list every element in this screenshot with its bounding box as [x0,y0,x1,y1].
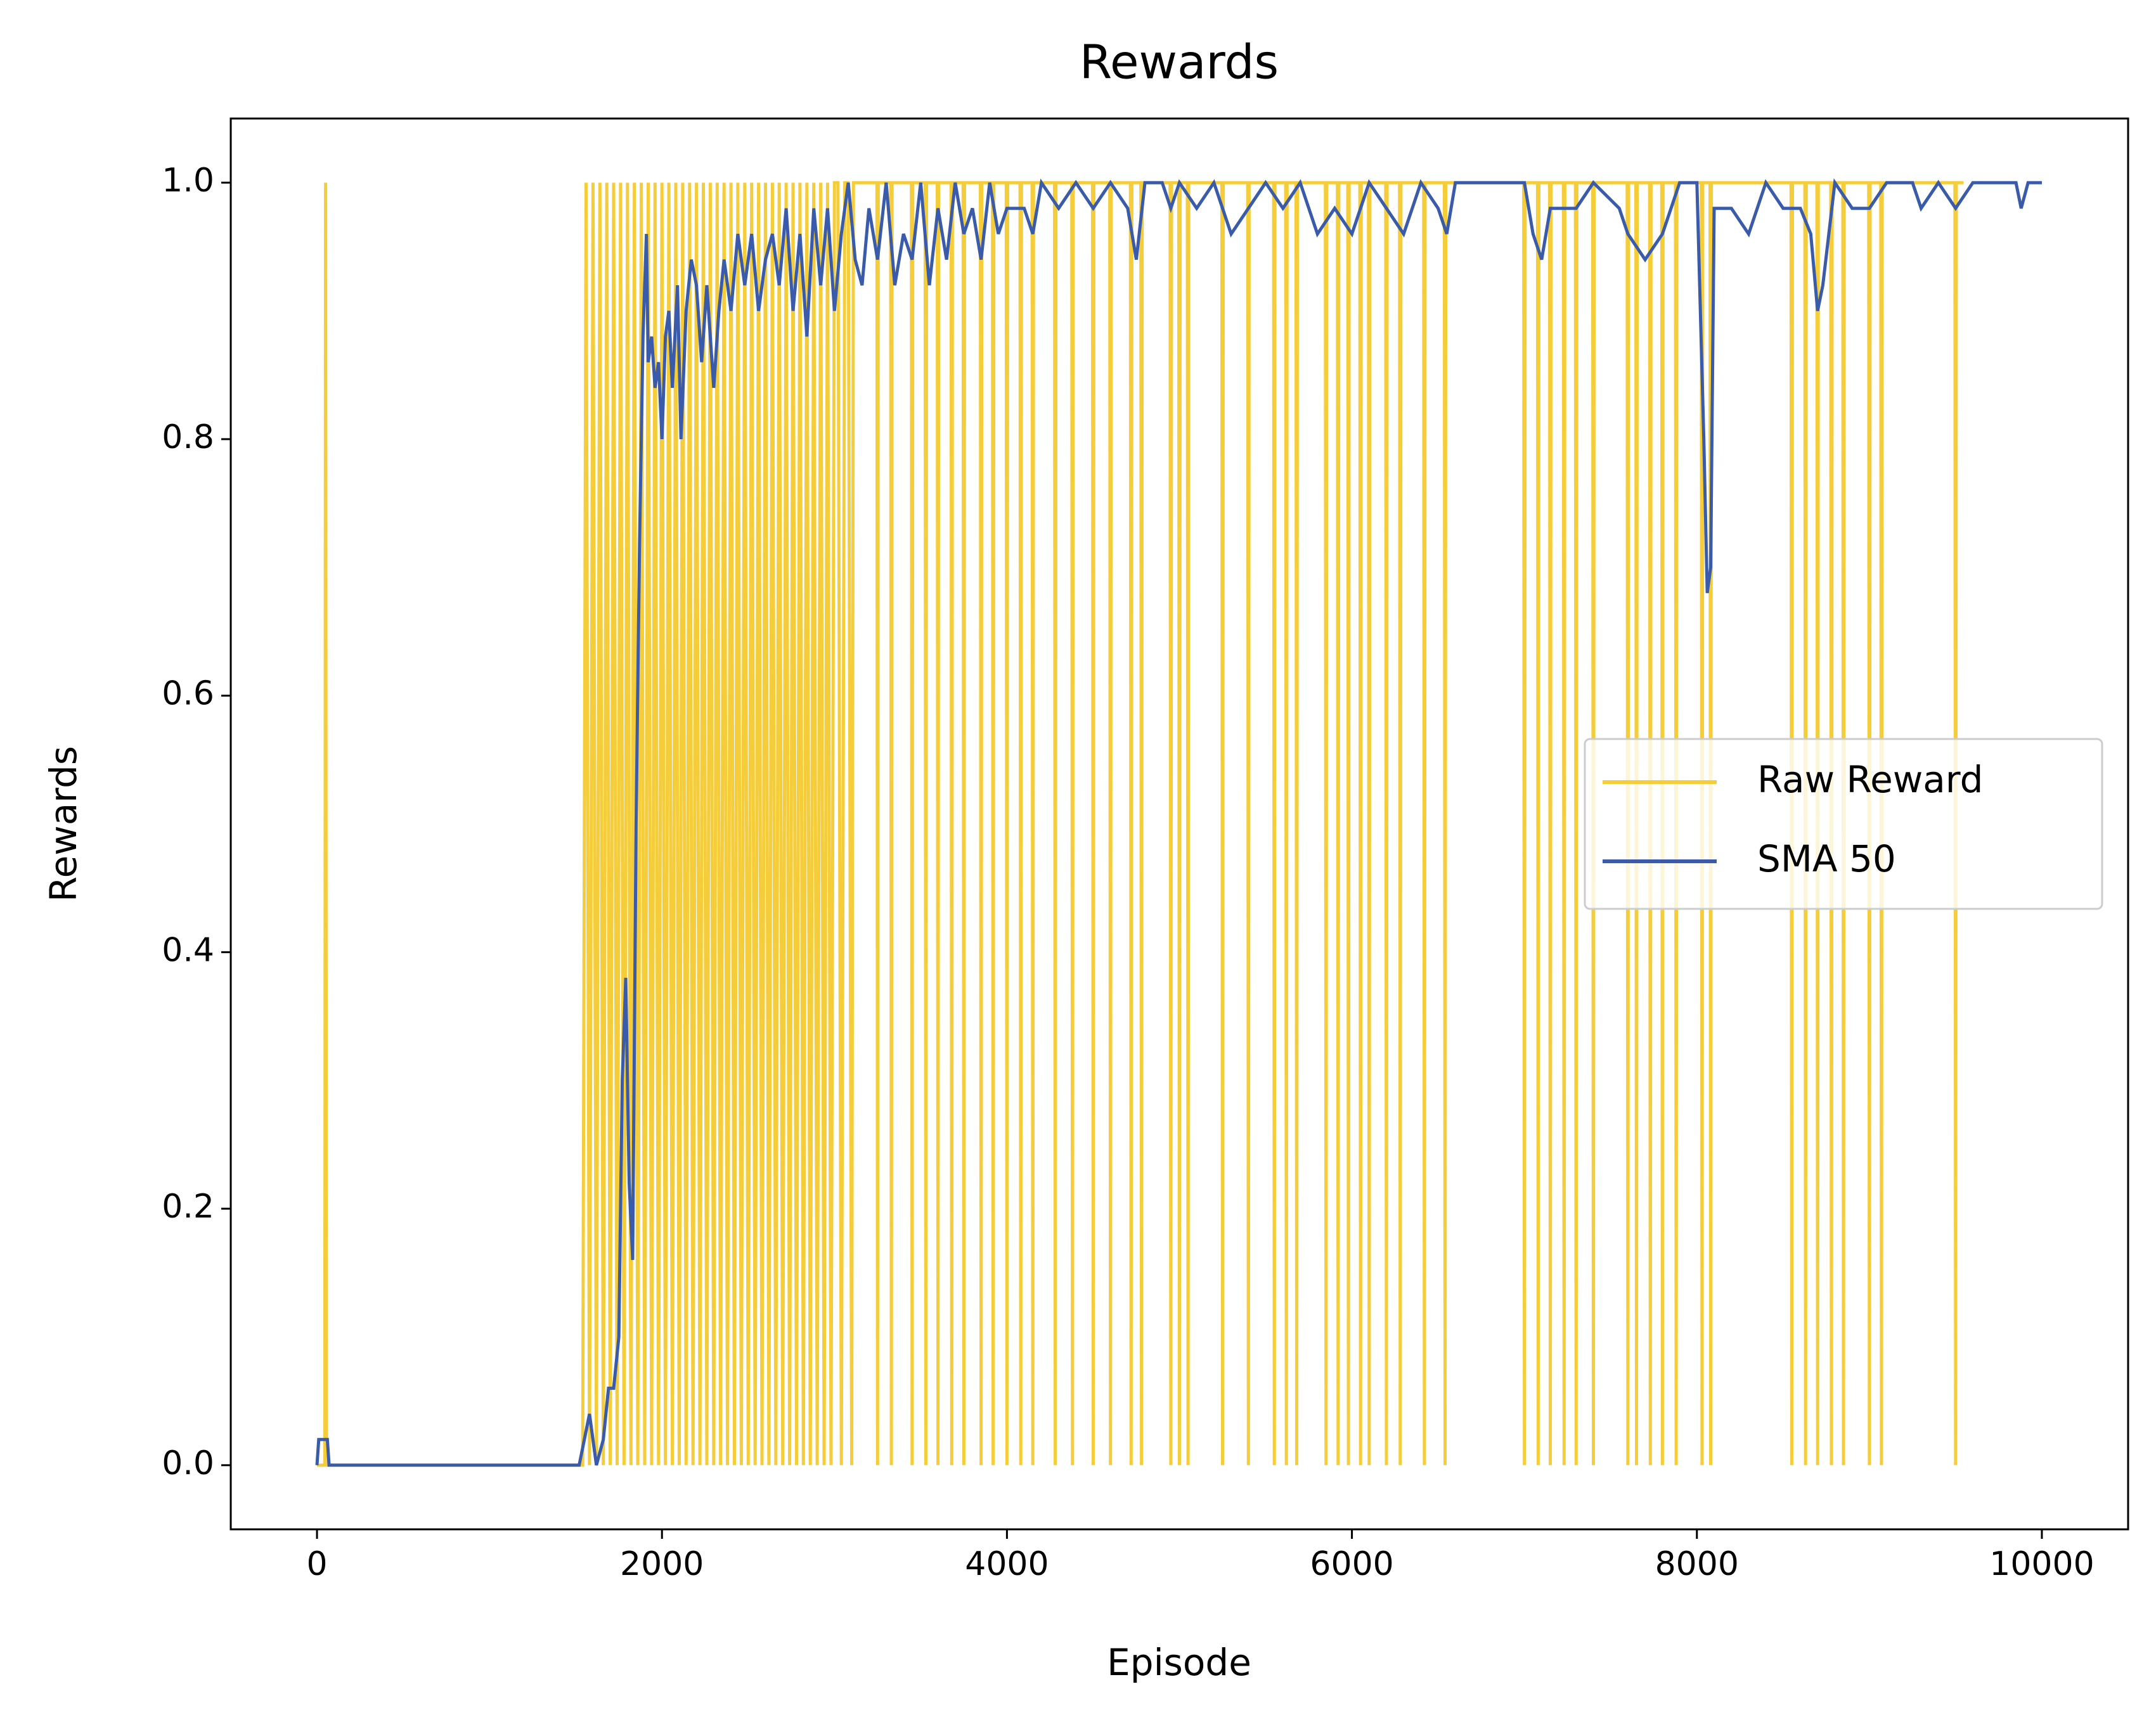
x-tick-label: 0 [306,1545,327,1583]
x-tick-label: 4000 [965,1545,1049,1583]
x-tick-label: 2000 [620,1545,704,1583]
y-tick-label: 1.0 [162,162,214,200]
chart-title: Rewards [1080,35,1279,90]
legend-label: SMA 50 [1757,837,1896,880]
y-tick-label: 0.6 [162,675,214,713]
x-tick-label: 10000 [1989,1545,2094,1583]
y-tick-label: 0.4 [162,931,214,969]
y-tick-label: 0.0 [162,1444,214,1482]
x-tick-label: 8000 [1655,1545,1739,1583]
series-line [315,178,2042,1467]
y-tick-label: 0.2 [162,1188,214,1226]
y-axis-label: Rewards [42,746,85,902]
plot-frame [229,117,2129,1531]
legend-label: Raw Reward [1757,758,1983,801]
x-axis-label: Episode [1107,1641,1251,1684]
x-tick-label: 6000 [1310,1545,1393,1583]
y-tick-label: 0.8 [162,418,214,456]
series-line [317,181,1964,1467]
